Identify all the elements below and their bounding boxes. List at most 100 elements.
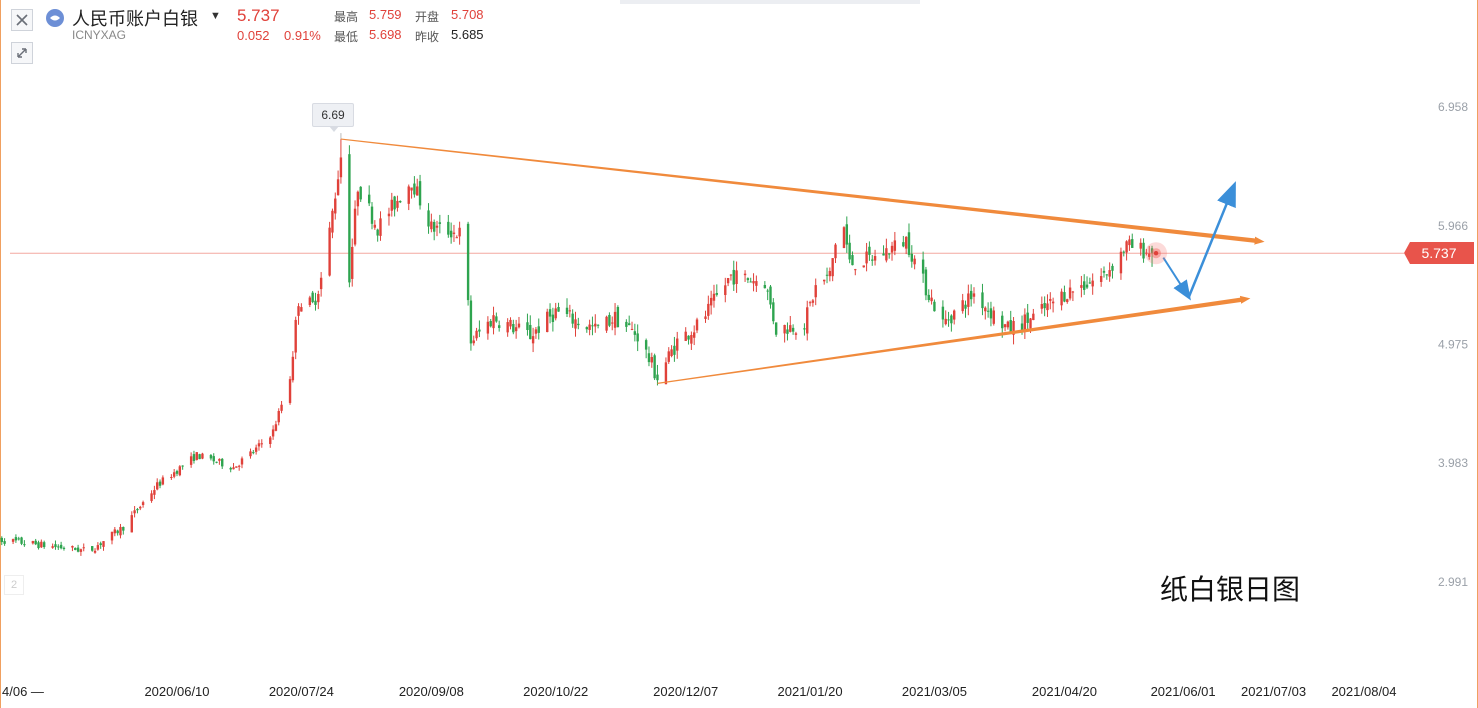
candle-body [308, 297, 312, 306]
candle-body [1006, 321, 1010, 328]
candle-body [300, 307, 303, 312]
candle-body [769, 286, 772, 305]
candle-body [387, 213, 391, 217]
y-tick-label: 6.958 [1438, 100, 1468, 114]
candle-body [888, 253, 891, 255]
candle-body [794, 333, 798, 335]
candle-body [851, 255, 854, 266]
candle-body [1023, 314, 1027, 333]
candle-body [1043, 303, 1046, 309]
candle-body [783, 324, 786, 334]
candle-body [885, 248, 888, 261]
candle-body [1099, 276, 1103, 282]
candle-body [141, 502, 145, 506]
candle-body [192, 454, 196, 461]
candle-body [608, 314, 611, 326]
candle-body [288, 379, 292, 403]
candle-body [339, 157, 343, 178]
top-scrollbar[interactable] [620, 0, 920, 4]
trendline-upper [340, 138, 1257, 244]
candle-body [212, 456, 215, 462]
y-tick-label: 5.966 [1438, 219, 1468, 233]
candle-body [611, 322, 614, 324]
candle-body [981, 292, 984, 309]
candle-body [577, 323, 580, 326]
candle-body [726, 278, 730, 284]
candle-body [814, 285, 817, 298]
candle-body [893, 240, 897, 251]
candle-body [99, 543, 102, 546]
candle-body [82, 547, 85, 549]
candle-body [548, 309, 552, 317]
candle-body [427, 210, 430, 227]
candle-body [647, 353, 651, 363]
candle-body [367, 194, 371, 204]
candle-body [1020, 323, 1024, 331]
candle-body [986, 310, 990, 312]
candle-body [571, 313, 574, 324]
projection-down-arrow [1162, 257, 1191, 301]
y-tick-label: 3.983 [1438, 456, 1468, 470]
candle-body [113, 529, 117, 534]
symbol-title[interactable]: 人民币账户白银 [72, 9, 198, 29]
candle-body [31, 541, 35, 544]
candle-body [356, 191, 360, 207]
candle-body [472, 340, 475, 344]
candle-body [130, 515, 133, 533]
x-tick-label: 2020/09/08 [399, 684, 464, 699]
candle-body [854, 269, 857, 271]
candle-body [989, 308, 993, 319]
candle-body [766, 290, 769, 292]
candle-body [1001, 315, 1004, 329]
candle-body [466, 223, 470, 301]
candle-body [531, 336, 535, 344]
candle-body [1063, 292, 1066, 302]
candle-body [509, 319, 512, 327]
candle-body [74, 548, 77, 550]
candle-body [455, 237, 458, 239]
candle-body [334, 198, 337, 214]
candle-body [277, 410, 280, 423]
candle-body [136, 509, 139, 511]
candle-body [1088, 282, 1092, 284]
candle-body [1026, 312, 1029, 323]
candle-body [684, 331, 687, 341]
candle-body [1091, 280, 1094, 287]
candle-body [257, 443, 261, 447]
close-button[interactable] [11, 9, 33, 31]
candle-body [1051, 301, 1055, 304]
candle-body [139, 506, 142, 509]
candle-body [229, 467, 232, 470]
candle-body [1068, 287, 1072, 299]
candle-body [23, 544, 26, 546]
candle-body [904, 236, 908, 249]
candle-body [644, 340, 648, 350]
candle-body [1122, 251, 1125, 253]
trendline-arrow [1238, 295, 1251, 304]
candle-body [724, 285, 727, 296]
candle-body [62, 547, 66, 549]
candle-body [789, 325, 792, 332]
trendline-lower [657, 297, 1243, 384]
dropdown-caret-icon[interactable]: ▼ [210, 10, 221, 22]
candle-body [811, 300, 815, 303]
candle-body [786, 329, 789, 334]
low-value: 5.698 [369, 27, 402, 42]
candle-body [704, 316, 707, 319]
candle-body [1066, 299, 1069, 303]
candle-body [873, 256, 877, 261]
collapse-button[interactable] [11, 42, 33, 64]
candle-body [848, 242, 851, 260]
open-value: 5.708 [451, 7, 484, 22]
candle-body [964, 304, 967, 309]
candle-body [93, 550, 97, 553]
candle-body [79, 549, 83, 552]
candle-body [201, 453, 204, 459]
candle-body [122, 526, 125, 531]
candle-body [314, 300, 317, 305]
low-label: 最低 [334, 30, 359, 44]
candle-body [438, 222, 442, 224]
candle-body [537, 326, 540, 333]
candle-body [486, 321, 490, 334]
